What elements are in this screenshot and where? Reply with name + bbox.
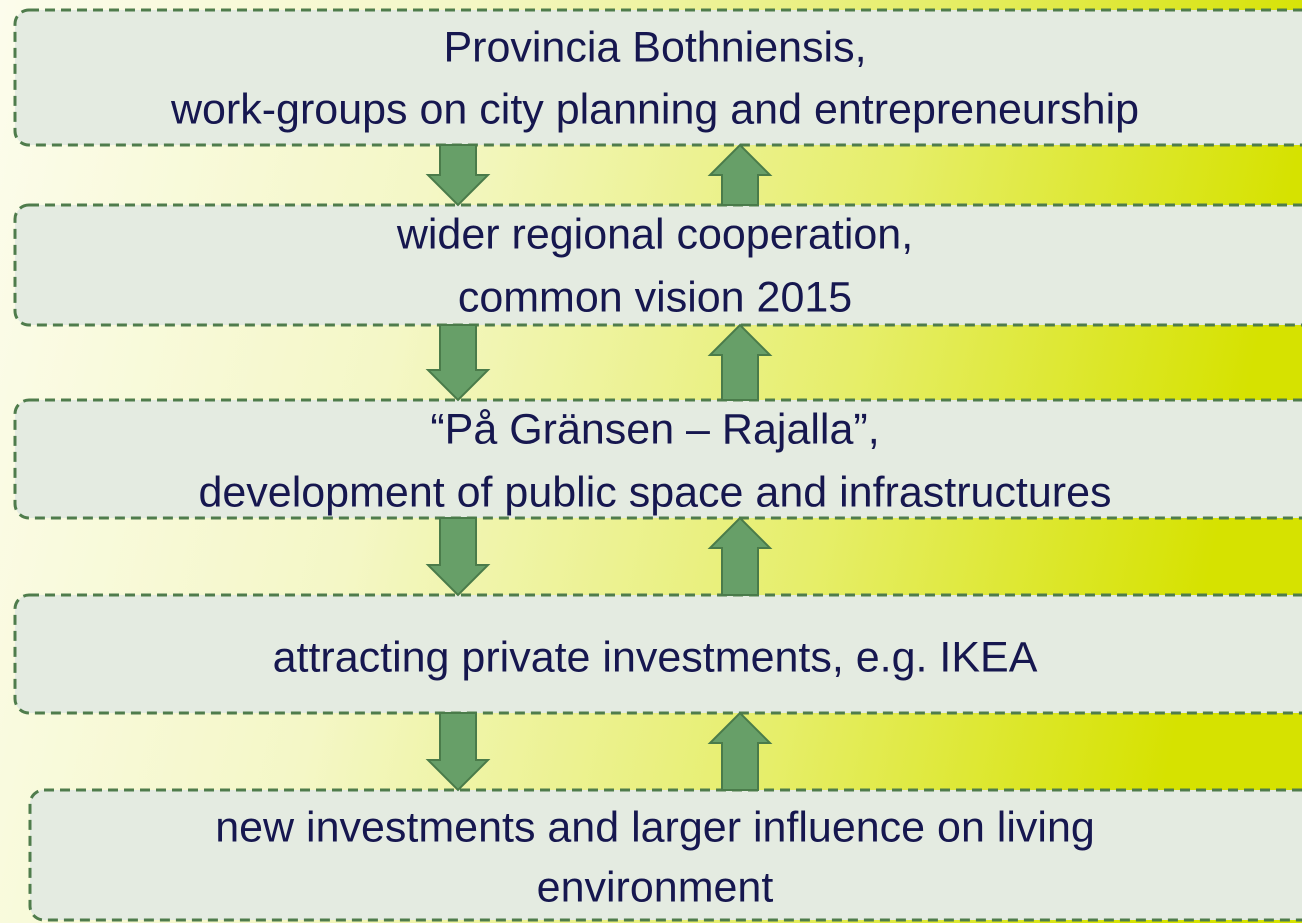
up-arrow	[707, 516, 773, 596]
node-text: Provincia Bothniensis,	[443, 23, 866, 71]
node-box	[13, 203, 1302, 327]
node-text: new investments and larger influence on …	[215, 803, 1095, 851]
down-arrow	[425, 324, 491, 402]
node-text: attracting private investments, e.g. IKE…	[273, 633, 1038, 681]
node-box	[13, 398, 1302, 520]
node-text: environment	[537, 863, 774, 911]
node-box	[13, 8, 1302, 147]
node-box	[13, 593, 1302, 715]
node-box	[28, 788, 1302, 922]
down-arrow	[425, 517, 491, 597]
up-arrow	[707, 323, 773, 401]
node-text: wider regional cooperation,	[396, 210, 913, 258]
down-arrow	[425, 144, 491, 207]
node-text: “På Gränsen – Rajalla”,	[430, 405, 879, 453]
up-arrow	[707, 711, 773, 791]
node-text: development of public space and infrastr…	[198, 468, 1111, 516]
node-text: work-groups on city planning and entrepr…	[170, 85, 1139, 133]
node-text: common vision 2015	[458, 273, 852, 321]
up-arrow	[707, 143, 773, 206]
down-arrow	[425, 712, 491, 792]
